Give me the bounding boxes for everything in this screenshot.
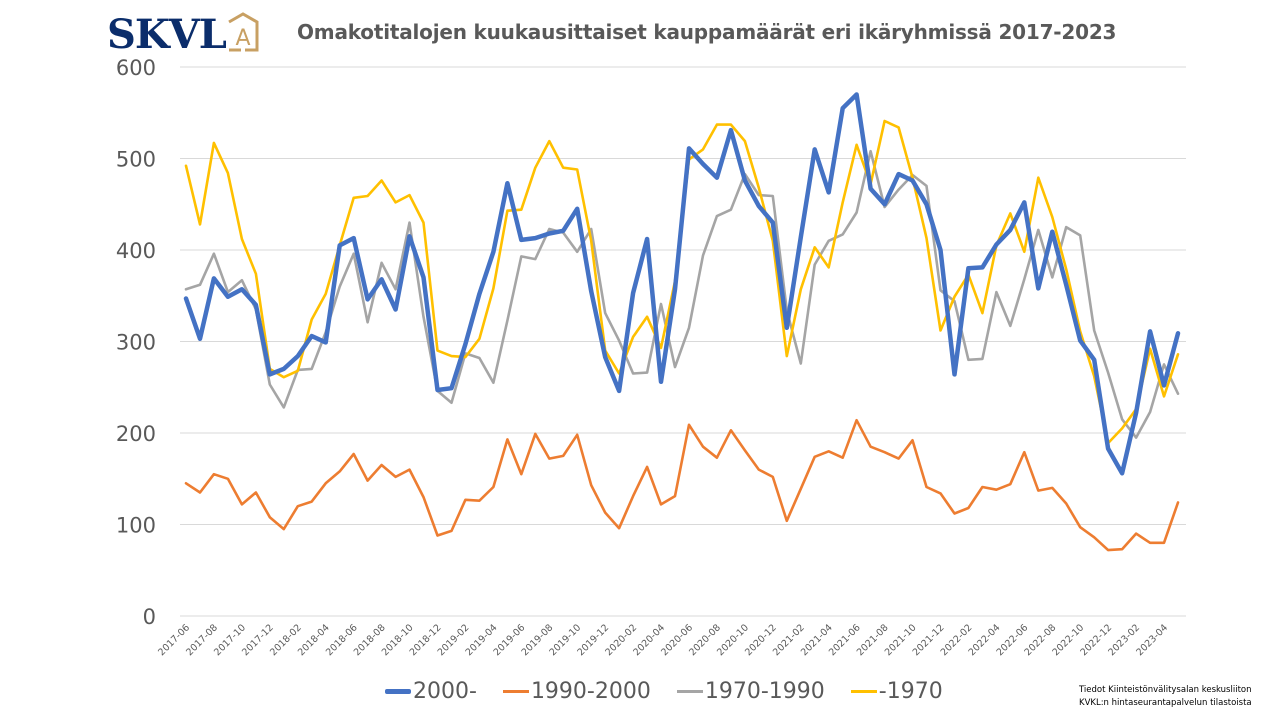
- logo-text: SKVL: [107, 11, 227, 56]
- y-tick-label: 400: [116, 239, 156, 263]
- y-tick-label: 300: [116, 331, 156, 355]
- legend-label: 2000-: [413, 678, 477, 704]
- y-tick-label: 0: [143, 605, 156, 629]
- x-axis: 2017-062017-082017-102017-122018-022018-…: [156, 622, 1170, 658]
- source-line-1: Tiedot Kiinteistönvälitysalan keskusliit…: [1079, 685, 1252, 695]
- legend-item: 1970-1990: [676, 678, 825, 704]
- y-axis: 0 100 200 300 400 500 600: [116, 56, 156, 629]
- source-note: Tiedot Kiinteistönvälitysalan keskusliit…: [1079, 684, 1252, 710]
- chart-title: Omakotitalojen kuukausittaiset kauppamää…: [297, 20, 1117, 44]
- logo-badge-letter: A: [235, 26, 250, 51]
- legend-label: 1990-2000: [530, 678, 651, 704]
- y-tick-label: 500: [116, 148, 156, 172]
- y-tick-label: 100: [116, 514, 156, 538]
- house-a-icon: A: [228, 12, 259, 52]
- legend-swatch: [502, 689, 529, 693]
- series-line-1970-1990: [184, 149, 1180, 439]
- y-tick-label: 600: [116, 56, 156, 80]
- source-line-2: KVKL:n hintaseurantapalvelun tilastoista: [1079, 698, 1252, 708]
- y-tick-label: 200: [116, 422, 156, 446]
- legend-item: -1970: [850, 678, 943, 704]
- legend-label: 1970-1990: [704, 678, 825, 704]
- skvl-logo: SKVL A: [107, 11, 259, 56]
- series-line-1990-2000: [184, 418, 1180, 552]
- legend: 2000- 1990-2000 1970-1990 -1970: [385, 676, 969, 706]
- legend-swatch: [385, 688, 411, 694]
- legend-item: 2000-: [385, 679, 477, 704]
- series-line-2000: [183, 92, 1181, 476]
- legend-swatch: [676, 689, 703, 693]
- series-lines: [183, 92, 1181, 552]
- legend-label: -1970: [878, 678, 943, 704]
- legend-swatch: [850, 689, 877, 693]
- legend-item: 1990-2000: [502, 678, 651, 704]
